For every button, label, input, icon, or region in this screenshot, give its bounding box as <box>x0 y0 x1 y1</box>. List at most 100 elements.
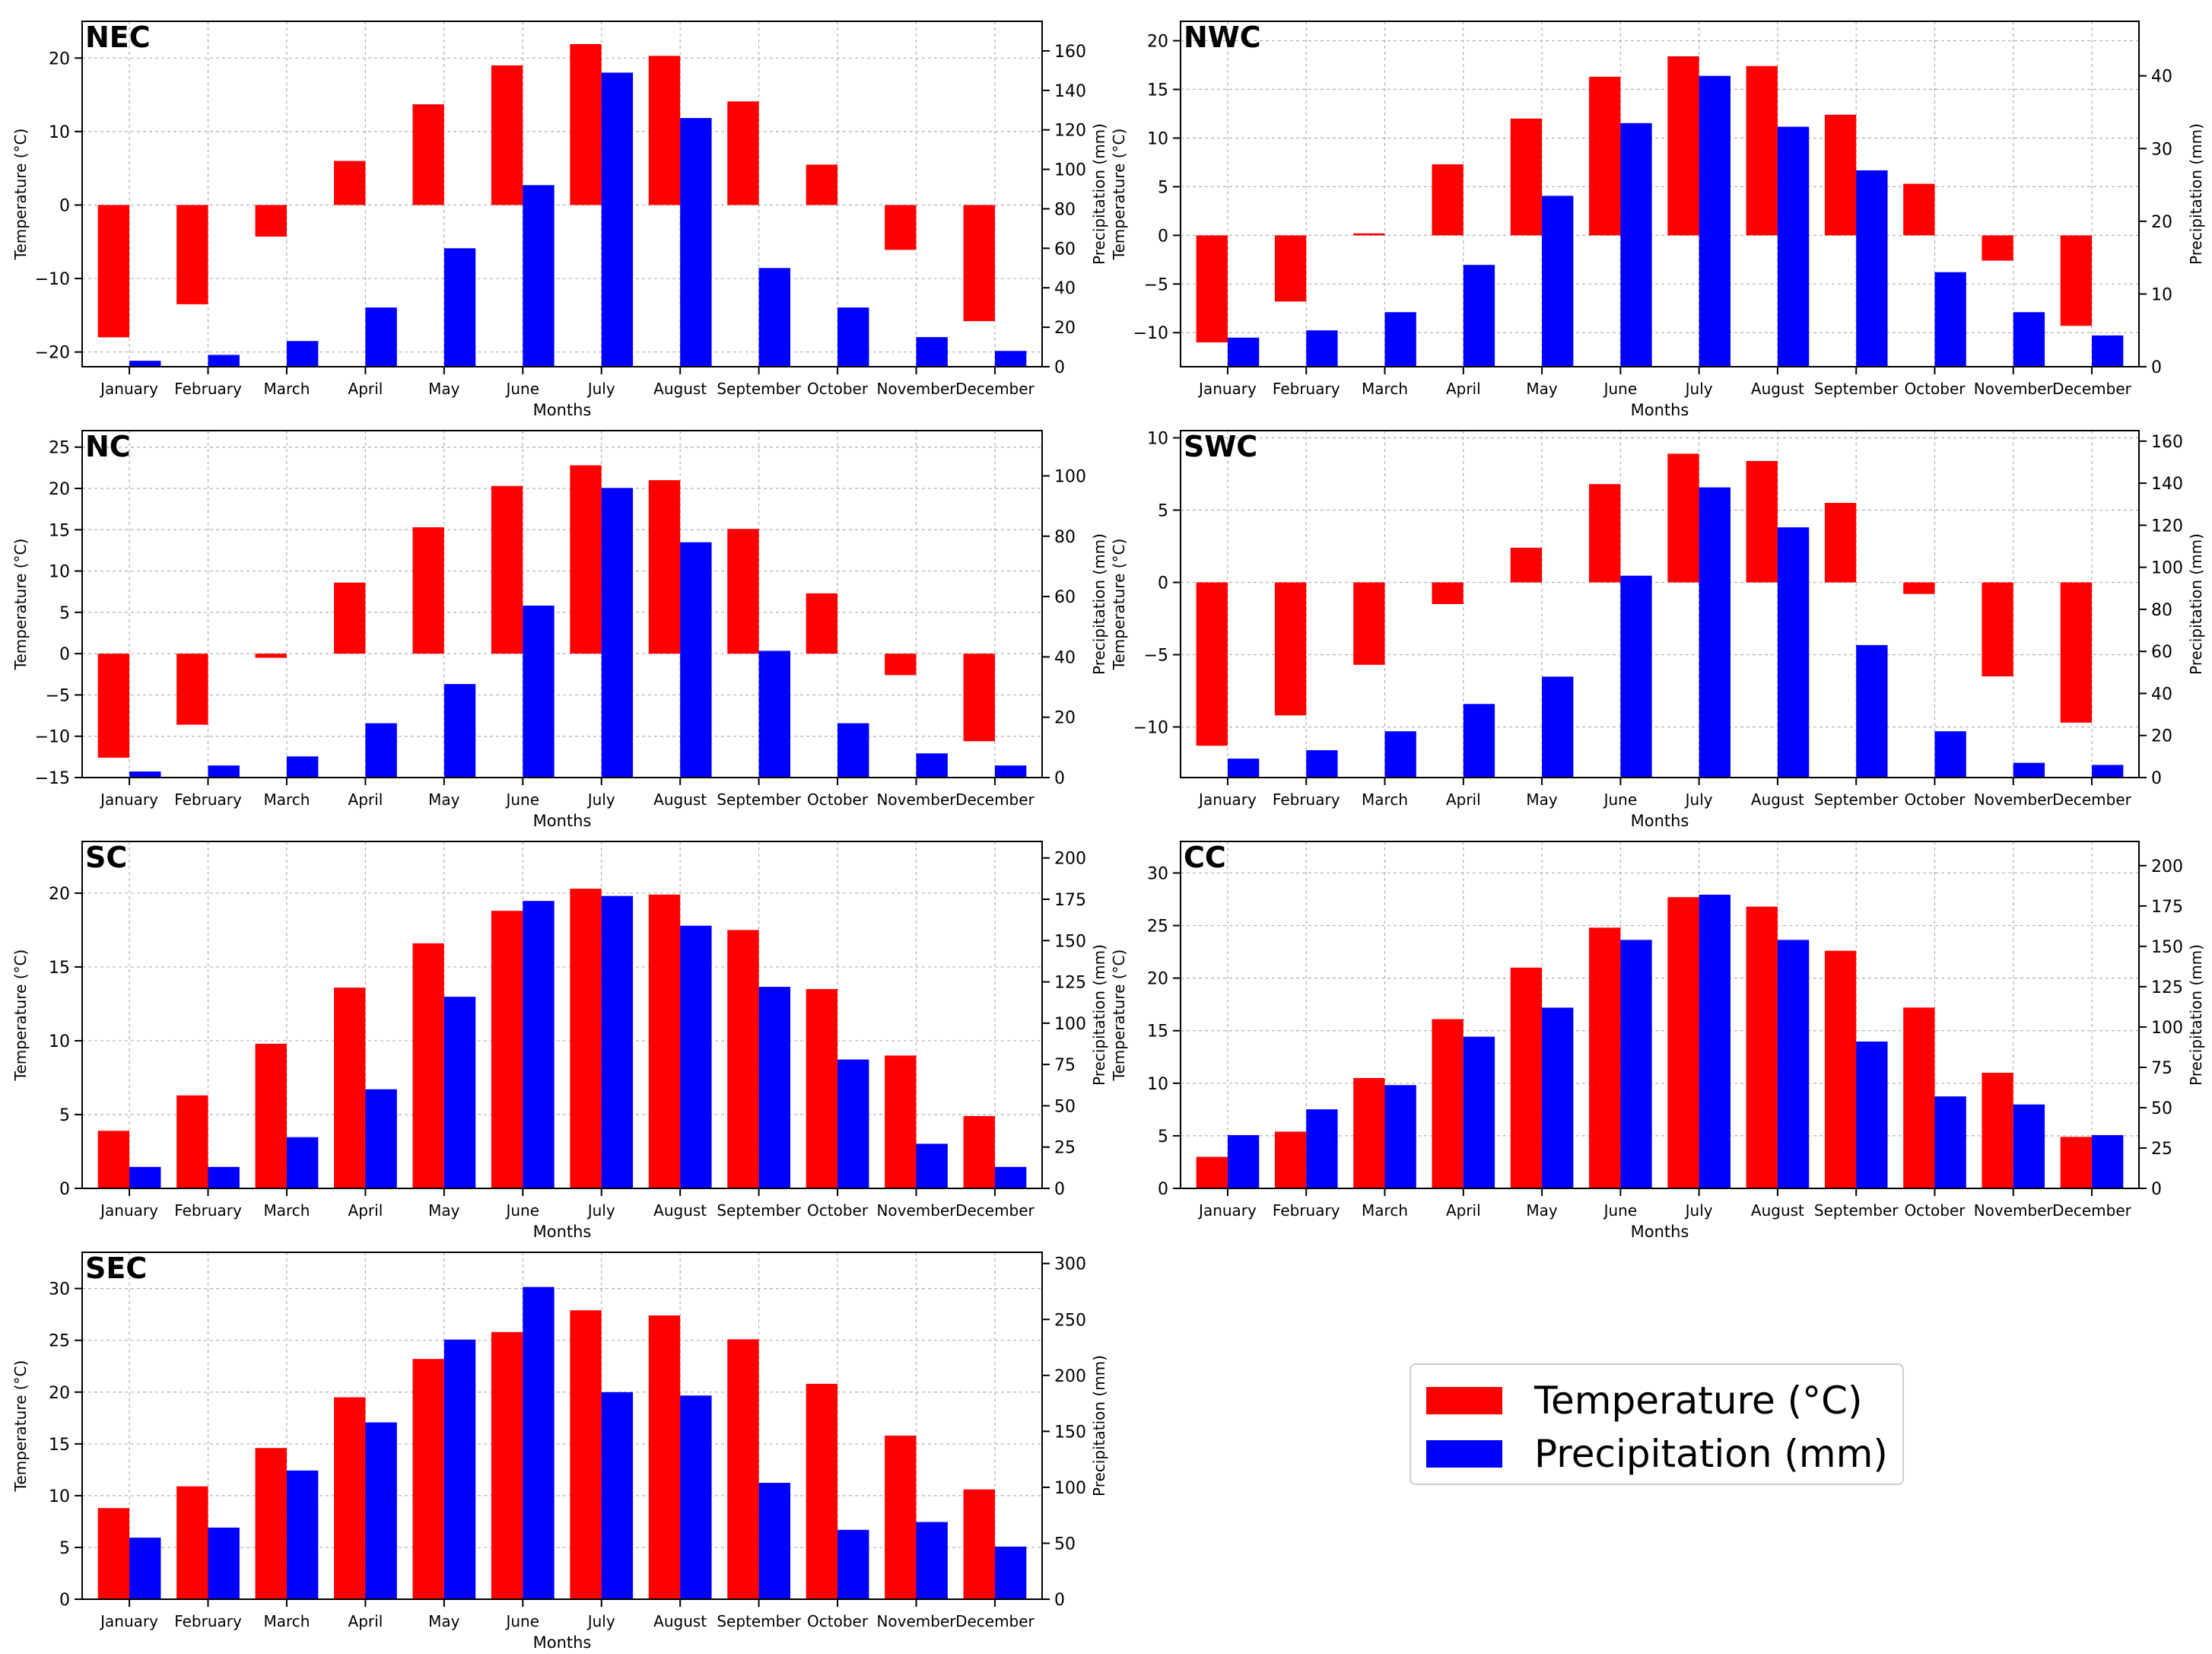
axes-frame <box>81 21 1043 367</box>
precipitation-bar <box>443 997 476 1188</box>
left-tick-label: 15 <box>49 959 70 978</box>
precipitation-bar <box>1699 487 1731 778</box>
legend-item-precipitation: Precipitation (mm) <box>1426 1432 1888 1476</box>
month-label: March <box>263 1201 310 1220</box>
precipitation-bar <box>994 1546 1027 1599</box>
panel-title: NC <box>85 430 131 463</box>
left-tick-label: 5 <box>1158 178 1168 197</box>
month-label: April <box>1446 790 1481 809</box>
left-tick-label: 25 <box>49 1332 70 1351</box>
axes-frame <box>1180 21 2140 367</box>
right-tick-label: 250 <box>1054 1311 1086 1330</box>
precipitation-bar <box>1227 759 1260 778</box>
temperature-bar <box>885 1435 917 1599</box>
temperature-bar <box>176 654 208 725</box>
right-tick-label: 200 <box>1054 1367 1086 1386</box>
precipitation-bar <box>837 307 869 367</box>
left-tick-label: 0 <box>59 645 70 664</box>
temperature-bar <box>97 654 130 758</box>
axes-frame <box>81 1252 1043 1600</box>
right-tick-label: 60 <box>1054 240 1076 259</box>
precipitation-bar <box>758 650 790 778</box>
month-label: February <box>1273 1201 1340 1220</box>
right-tick-label: 20 <box>1054 709 1076 728</box>
left-tick-label: 0 <box>1158 227 1168 246</box>
left-tick-label: 20 <box>49 885 70 904</box>
month-label: June <box>504 1612 539 1630</box>
temperature-bar <box>727 529 759 654</box>
month-label: November <box>876 790 956 809</box>
month-label: December <box>955 1201 1034 1220</box>
left-tick-label: 10 <box>49 563 70 582</box>
month-label: November <box>1974 790 2054 809</box>
temperature-bar <box>176 1486 208 1599</box>
month-label: January <box>1197 380 1257 398</box>
month-label: February <box>174 380 242 398</box>
panel-title: SWC <box>1184 430 1257 463</box>
right-tick-label: 30 <box>2151 140 2172 159</box>
month-label: July <box>1684 790 1713 809</box>
panel-title: NEC <box>85 21 151 54</box>
legend-precipitation-label: Precipitation (mm) <box>1534 1432 1888 1476</box>
temperature-bar <box>885 654 917 676</box>
precipitation-bar <box>1856 170 1888 367</box>
precipitation-bar <box>2013 762 2045 778</box>
right-tick-label: 10 <box>2151 285 2172 304</box>
temperature-bar <box>648 894 681 1188</box>
temperature-bar <box>1824 503 1857 583</box>
temperature-bar <box>648 56 681 205</box>
temperature-bar <box>2060 235 2093 326</box>
x-axis-label: Months <box>533 401 592 419</box>
temperature-bar <box>97 1508 130 1599</box>
precipitation-bar <box>916 753 948 778</box>
left-tick-label: 20 <box>49 49 70 68</box>
x-axis-label: Months <box>533 812 592 830</box>
temperature-bar <box>1982 1073 2013 1188</box>
month-label: November <box>876 380 956 398</box>
right-tick-label: 0 <box>2151 1180 2162 1199</box>
month-label: May <box>428 790 460 809</box>
y-right-axis-label: Precipitation (mm) <box>1090 1355 1108 1497</box>
precipitation-bar <box>758 268 790 367</box>
right-tick-label: 160 <box>1054 43 1086 62</box>
right-tick-label: 100 <box>1054 161 1086 180</box>
right-tick-label: 0 <box>1054 358 1065 377</box>
chart-panel-nc: −15 −10 −5 0 5 10 15 20 25 0 20 40 60 80 100 January Feb… <box>11 430 1108 830</box>
precipitation-bar <box>208 1166 240 1188</box>
temperature-bar <box>1353 582 1385 665</box>
right-tick-label: 120 <box>1054 122 1086 141</box>
chart-panel-nec: −20 −10 0 10 20 0 20 40 60 80 100 120 140 160 January F… <box>11 21 1108 419</box>
month-label: August <box>653 1201 707 1220</box>
left-tick-label: 25 <box>1147 918 1168 937</box>
month-label: September <box>717 1612 801 1630</box>
temperature-bar <box>1667 897 1699 1188</box>
precipitation-bar <box>1777 940 1810 1188</box>
month-label: March <box>263 790 310 809</box>
right-tick-label: 80 <box>1054 528 1076 547</box>
month-label: August <box>653 1612 707 1630</box>
precipitation-bar <box>1227 337 1260 367</box>
temperature-bar <box>1274 235 1307 302</box>
temperature-bar <box>334 1397 366 1599</box>
y-right-axis-label: Precipitation (mm) <box>2187 944 2205 1086</box>
temperature-bar <box>1432 582 1464 604</box>
precipitation-bar <box>1227 1135 1260 1188</box>
temperature-bar <box>1903 582 1935 594</box>
temperature-bar <box>648 1315 681 1599</box>
y-left-axis-label: Temperature (°C) <box>1110 129 1128 261</box>
x-axis-label: Months <box>1631 1223 1689 1241</box>
precipitation-bar <box>523 1287 555 1599</box>
left-tick-label: 30 <box>1147 864 1168 883</box>
temperature-bar <box>648 480 681 654</box>
left-tick-label: 20 <box>49 1384 70 1403</box>
right-tick-label: 300 <box>1054 1255 1086 1274</box>
right-tick-label: 0 <box>1054 1591 1065 1610</box>
month-label: January <box>99 380 158 398</box>
panel-title: SEC <box>85 1252 147 1285</box>
left-tick-label: −20 <box>35 344 70 363</box>
month-label: September <box>717 380 801 398</box>
precipitation-bar <box>758 987 790 1188</box>
precipitation-bar <box>680 118 712 367</box>
month-label: May <box>1526 1201 1558 1220</box>
